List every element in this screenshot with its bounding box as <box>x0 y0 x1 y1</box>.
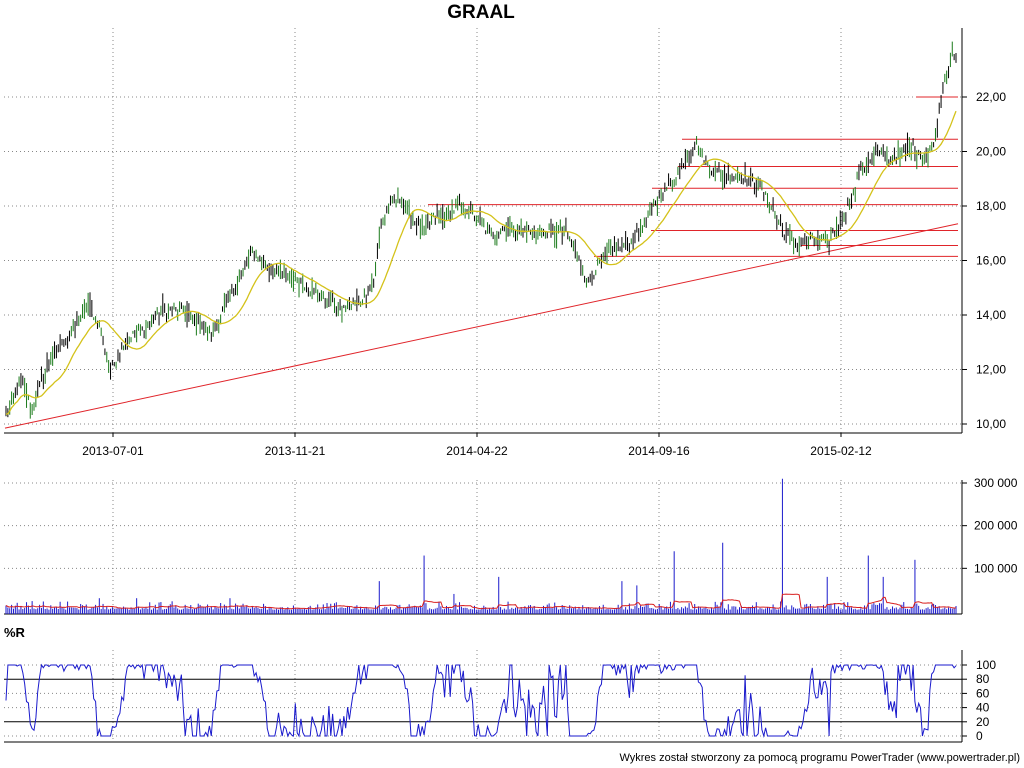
williams-r-panel <box>4 663 962 738</box>
y-tick-label: 18,00 <box>976 199 1006 213</box>
support-resistance-lines <box>4 96 959 429</box>
x-tick-label: 2014-09-16 <box>628 444 690 458</box>
y-tick-label: 10,00 <box>976 417 1006 431</box>
wr-tick-label: 40 <box>976 701 990 715</box>
axes: 2013-07-01 2013-11-21 2014-04-22 2014-09-16… <box>4 28 1018 743</box>
trend-line <box>4 223 959 429</box>
wr-tick-label: 100 <box>976 658 996 672</box>
volume-tick-label: 100 000 <box>974 561 1018 575</box>
y-tick-label: 14,00 <box>976 308 1006 322</box>
wr-tick-label: 20 <box>976 715 990 729</box>
grid <box>4 28 962 742</box>
y-tick-label: 16,00 <box>976 254 1006 268</box>
x-tick-label: 2015-02-12 <box>810 444 872 458</box>
x-tick-label: 2014-04-22 <box>446 444 508 458</box>
moving-average <box>5 110 957 415</box>
volume-tick-label: 300 000 <box>974 476 1018 490</box>
wr-line <box>5 663 957 738</box>
wr-tick-label: 0 <box>976 729 983 743</box>
price-bars <box>5 41 957 419</box>
credit-text: Wykres został stworzony za pomocą progra… <box>619 752 1020 764</box>
y-tick-label: 12,00 <box>976 363 1006 377</box>
ma-line <box>5 110 957 415</box>
chart-title: GRAAL <box>447 2 515 23</box>
wr-tick-label: 60 <box>976 686 990 700</box>
volume-tick-label: 200 000 <box>974 519 1018 533</box>
wr-tick-label: 80 <box>976 672 990 686</box>
x-tick-label: 2013-11-21 <box>265 444 326 458</box>
volume-ma-line <box>5 593 957 610</box>
y-tick-label: 20,00 <box>976 145 1006 159</box>
wr-panel-label: %R <box>4 625 25 640</box>
x-tick-label: 2013-07-01 <box>82 444 144 458</box>
volume-panel <box>5 478 957 614</box>
y-tick-label: 22,00 <box>976 90 1006 104</box>
